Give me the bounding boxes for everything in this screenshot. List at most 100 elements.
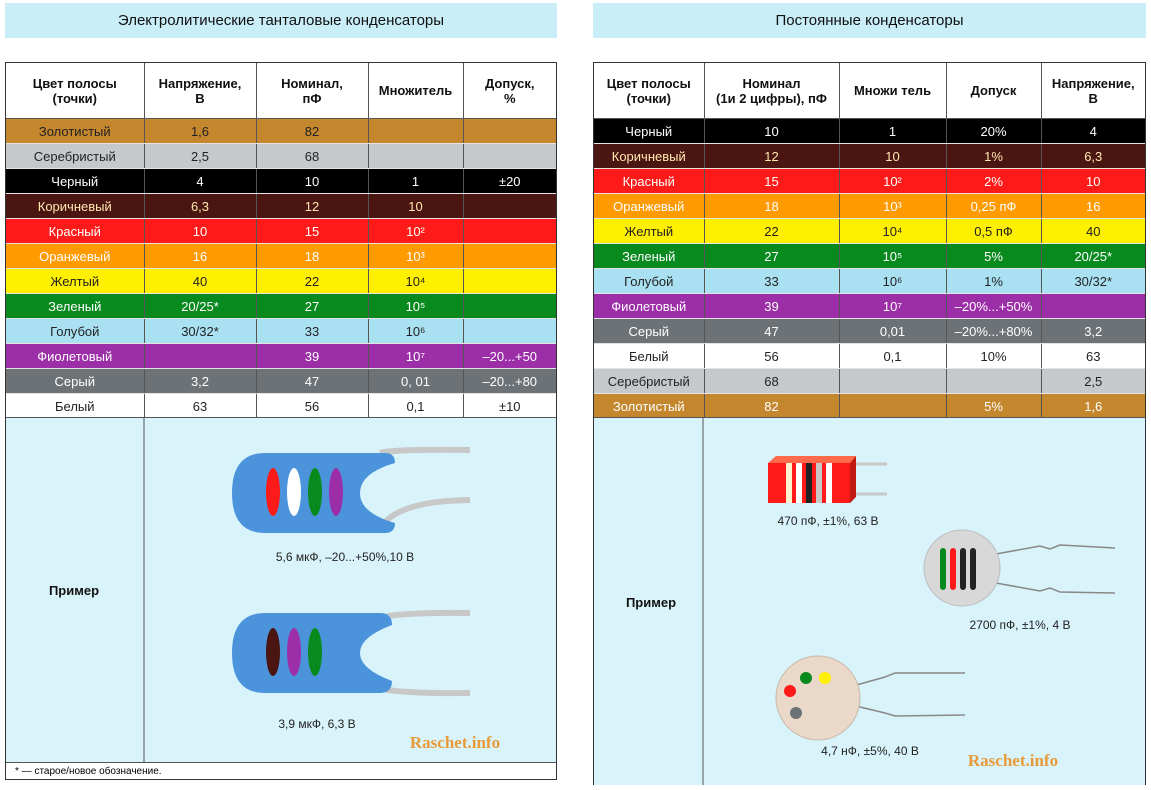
color-name: Фиолетовый [6, 343, 145, 369]
color-row: Серебристый 2,5 68 [6, 143, 556, 169]
footnote: * — старое/новое обозначение. [6, 762, 556, 779]
cell: 0, 01 [368, 368, 464, 394]
cell: 47 [704, 318, 840, 344]
color-row: Фиолетовый 39 10⁷ –20%...+50% [594, 293, 1145, 319]
cell: 6,3 [144, 193, 257, 219]
cell: 10⁷ [368, 343, 464, 369]
cell: 1,6 [1041, 393, 1145, 419]
color-name: Зеленый [6, 293, 145, 319]
cell [1041, 293, 1145, 319]
color-row: Фиолетовый 39 10⁷ –20...+50 [6, 343, 556, 369]
cell: 10⁵ [839, 243, 947, 269]
cell [368, 143, 464, 169]
header-cell: Множи тель [839, 63, 947, 119]
color-row: Серый 47 0,01 –20%...+80% 3,2 [594, 318, 1145, 344]
caption: 2700 пФ, ±1%, 4 В [970, 618, 1071, 632]
watermark: Raschet.info [968, 751, 1058, 770]
color-row: Золотистый 1,6 82 [6, 118, 556, 144]
right-panel: Цвет полосы (точки) Номинал (1и 2 цифры),… [593, 62, 1146, 785]
cell: 10⁶ [839, 268, 947, 294]
color-name: Золотистый [6, 118, 145, 144]
example-label: Пример [49, 583, 99, 598]
cell: 10 [839, 143, 947, 169]
right-example-art: Пример 470 пФ, ±1%, 63 В [626, 418, 1116, 785]
cell [463, 268, 556, 294]
cell: 56 [704, 343, 840, 369]
color-name: Черный [6, 168, 145, 194]
cell: 16 [144, 243, 257, 269]
color-row: Черный 4 10 1 ±20 [6, 168, 556, 194]
color-row: Красный 15 10² 2% 10 [594, 168, 1145, 194]
caption: 4,7 нФ, ±5%, 40 В [821, 744, 919, 758]
cell: 63 [1041, 343, 1145, 369]
color-row: Голубой 30/32* 33 10⁶ [6, 318, 556, 344]
cell: 4 [144, 168, 257, 194]
header-cell: Допуск, % [463, 63, 556, 119]
cell: 5% [946, 243, 1042, 269]
color-row: Золотистый 82 5% 1,6 [594, 393, 1145, 419]
cell: 3,2 [144, 368, 257, 394]
cell: 16 [1041, 193, 1145, 219]
right-example: Пример 470 пФ, ±1%, 63 В [594, 417, 1145, 785]
color-row: Белый 63 56 0,1 ±10 [6, 393, 556, 419]
left-title: Электролитические танталовые конденсатор… [5, 3, 557, 38]
right-table: Цвет полосы (точки) Номинал (1и 2 цифры),… [594, 63, 1145, 419]
cell: 82 [256, 118, 369, 144]
cell: 12 [256, 193, 369, 219]
cell: 1,6 [144, 118, 257, 144]
cell: 47 [256, 368, 369, 394]
tantalum-cap-2 [232, 609, 471, 697]
film-cap [768, 456, 887, 503]
caption: 5,6 мкФ, –20...+50%,10 В [276, 550, 414, 564]
color-name: Голубой [6, 318, 145, 344]
watermark: Raschet.info [410, 733, 500, 752]
cell: 68 [256, 143, 369, 169]
cell [839, 393, 947, 419]
color-row: Желтый 40 22 10⁴ [6, 268, 556, 294]
cell: 82 [704, 393, 840, 419]
cell [463, 243, 556, 269]
header-cell: Допуск [946, 63, 1042, 119]
cell: 15 [704, 168, 840, 194]
cell: 2,5 [1041, 368, 1145, 394]
color-row: Коричневый 6,3 12 10 [6, 193, 556, 219]
cell: 10⁷ [839, 293, 947, 319]
cell: –20%...+50% [946, 293, 1042, 319]
disc-cap-1 [923, 529, 1116, 607]
color-name: Голубой [594, 268, 705, 294]
cell: 10 [368, 193, 464, 219]
cell: 1% [946, 268, 1042, 294]
color-row: Оранжевый 18 10³ 0,25 пФ 16 [594, 193, 1145, 219]
color-name: Черный [594, 118, 705, 144]
cell: ±10 [463, 393, 556, 419]
color-row: Белый 56 0,1 10% 63 [594, 343, 1145, 369]
color-name: Зеленый [594, 243, 705, 269]
cell: 10³ [839, 193, 947, 219]
right-title: Постоянные конденсаторы [593, 3, 1146, 38]
cell: –20...+80 [463, 368, 556, 394]
color-name: Серый [6, 368, 145, 394]
cell: 3,2 [1041, 318, 1145, 344]
cell [839, 368, 947, 394]
color-name: Коричневый [594, 143, 705, 169]
color-name: Красный [594, 168, 705, 194]
tantalum-cap-1 [232, 446, 471, 533]
cell: 10⁶ [368, 318, 464, 344]
cell: 15 [256, 218, 369, 244]
color-row: Черный 10 1 20% 4 [594, 118, 1145, 144]
cell: 18 [256, 243, 369, 269]
cell: 18 [704, 193, 840, 219]
color-row: Зеленый 20/25* 27 10⁵ [6, 293, 556, 319]
cell: 39 [704, 293, 840, 319]
cell: 0,25 пФ [946, 193, 1042, 219]
header-cell: Номинал, пФ [256, 63, 369, 119]
cell: 2,5 [144, 143, 257, 169]
color-name: Желтый [594, 218, 705, 244]
cell: 20/25* [144, 293, 257, 319]
color-name: Коричневый [6, 193, 145, 219]
color-name: Серебристый [594, 368, 705, 394]
header-cell: Напряжение, В [1041, 63, 1145, 119]
color-name: Серый [594, 318, 705, 344]
color-name: Красный [6, 218, 145, 244]
